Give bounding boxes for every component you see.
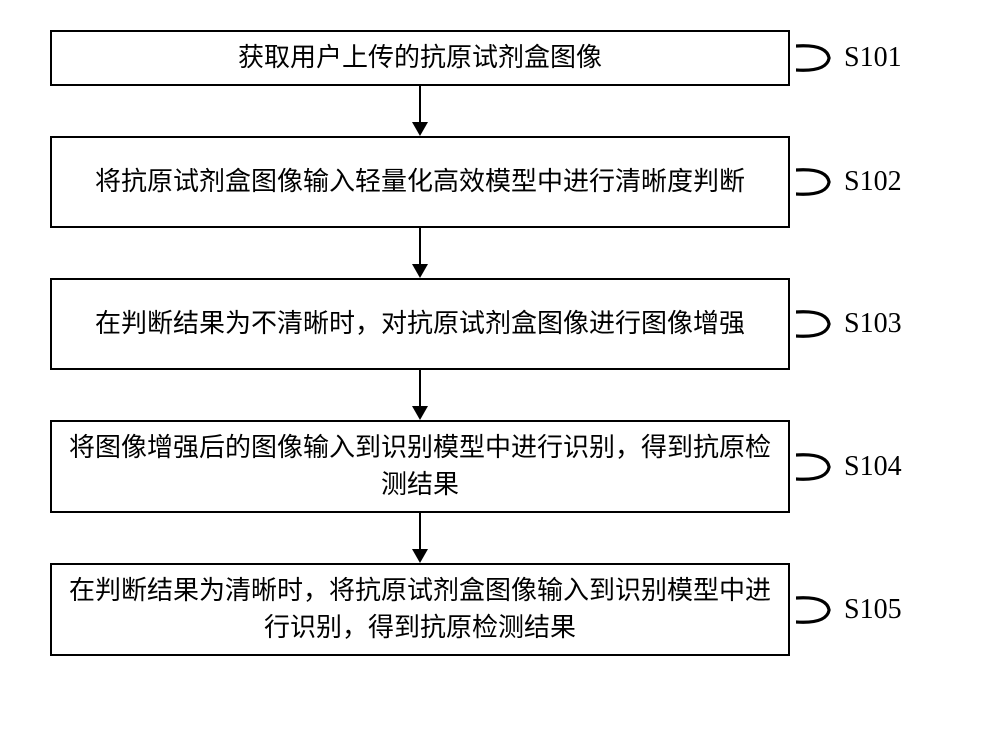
step-row: 将图像增强后的图像输入到识别模型中进行识别，得到抗原检测结果 S104 [20,420,980,513]
curve-connector-icon [796,159,832,205]
step-connector: S101 [796,35,902,81]
step-label-s101: S101 [844,42,902,74]
step-box-s101: 获取用户上传的抗原试剂盒图像 [50,30,790,86]
step-label-s105: S105 [844,594,902,626]
curve-connector-icon [796,35,832,81]
step-label-s102: S102 [844,166,902,198]
step-row: 在判断结果为清晰时，将抗原试剂盒图像输入到识别模型中进行识别，得到抗原检测结果 S… [20,563,980,656]
step-label-s104: S104 [844,451,902,483]
flowchart-container: 获取用户上传的抗原试剂盒图像 S101 将抗原试剂盒图像输入轻量化高效模型中进行清晰… [20,30,980,656]
arrow-down-icon [50,513,790,563]
step-box-s102: 将抗原试剂盒图像输入轻量化高效模型中进行清晰度判断 [50,136,790,228]
step-connector: S104 [796,444,902,490]
step-row: 获取用户上传的抗原试剂盒图像 S101 [20,30,980,86]
arrow-down-icon [50,86,790,136]
step-connector: S105 [796,587,902,633]
step-box-s104: 将图像增强后的图像输入到识别模型中进行识别，得到抗原检测结果 [50,420,790,513]
step-connector: S102 [796,159,902,205]
step-label-s103: S103 [844,308,902,340]
curve-connector-icon [796,587,832,633]
curve-connector-icon [796,444,832,490]
step-row: 将抗原试剂盒图像输入轻量化高效模型中进行清晰度判断 S102 [20,136,980,228]
step-row: 在判断结果为不清晰时，对抗原试剂盒图像进行图像增强 S103 [20,278,980,370]
step-connector: S103 [796,301,902,347]
arrow-down-icon [50,228,790,278]
arrow-down-icon [50,370,790,420]
step-box-s105: 在判断结果为清晰时，将抗原试剂盒图像输入到识别模型中进行识别，得到抗原检测结果 [50,563,790,656]
step-box-s103: 在判断结果为不清晰时，对抗原试剂盒图像进行图像增强 [50,278,790,370]
curve-connector-icon [796,301,832,347]
